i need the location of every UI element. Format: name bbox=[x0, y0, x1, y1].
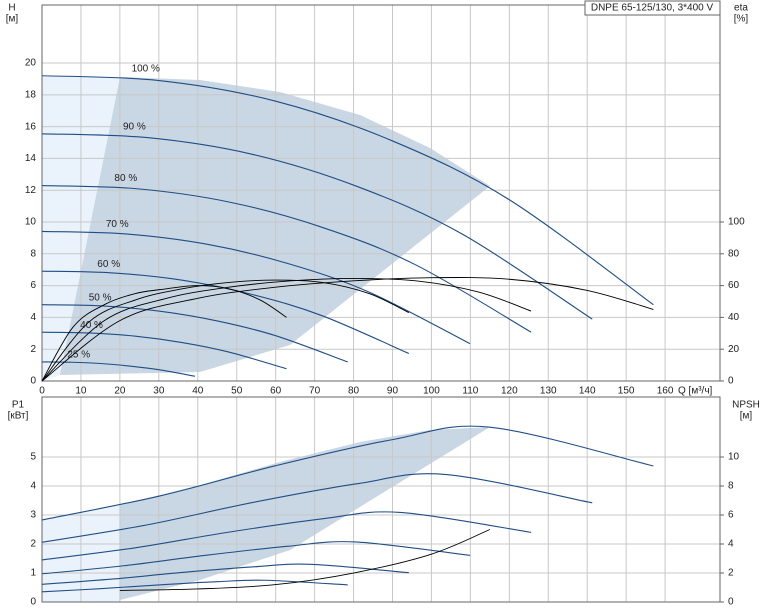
curve bbox=[41, 75, 654, 306]
x-tick-label: 10 bbox=[75, 386, 87, 397]
curve-label: 100 % bbox=[132, 63, 160, 74]
x-tick-label: 40 bbox=[192, 386, 204, 397]
y2-tick-label: 40 bbox=[728, 312, 740, 323]
curve bbox=[41, 511, 532, 561]
x-label: Q [м³/ч] bbox=[678, 386, 713, 397]
x-tick-label: 130 bbox=[540, 386, 557, 397]
curve bbox=[41, 473, 593, 543]
curve-label: 50 % bbox=[89, 292, 112, 303]
y2-unit: [%] bbox=[734, 14, 749, 25]
curve bbox=[41, 331, 287, 370]
y2-tick-label: 10 bbox=[728, 452, 740, 463]
x-tick-label: 140 bbox=[579, 386, 596, 397]
plot-frame bbox=[41, 4, 721, 382]
y-tick-label: 18 bbox=[25, 89, 37, 100]
y-unit: [кВт] bbox=[8, 411, 29, 422]
y2-tick-label: 8 bbox=[728, 481, 734, 492]
curve bbox=[41, 304, 348, 363]
y-tick-label: 3 bbox=[30, 510, 36, 521]
curve-label: 25 % bbox=[67, 350, 90, 361]
x-tick-label: 80 bbox=[348, 386, 360, 397]
curve bbox=[41, 425, 654, 521]
title-box bbox=[584, 0, 721, 16]
x-tick-label: 110 bbox=[462, 386, 478, 397]
y2-tick-label: 0 bbox=[728, 376, 734, 387]
y-label: H bbox=[8, 3, 15, 14]
curve-label: 60 % bbox=[97, 259, 120, 270]
plot-frame bbox=[41, 396, 721, 603]
y-tick-label: 2 bbox=[30, 344, 36, 355]
curve bbox=[41, 278, 532, 382]
y2-unit: [м] bbox=[740, 411, 753, 422]
x-tick-label: 150 bbox=[618, 386, 635, 397]
curve bbox=[119, 529, 491, 591]
x-tick-label: 0 bbox=[39, 386, 45, 397]
range-area bbox=[60, 77, 490, 375]
x-tick-label: 20 bbox=[114, 386, 126, 397]
range-area bbox=[120, 427, 490, 600]
curve-label: 80 % bbox=[114, 173, 137, 184]
x-tick-label: 160 bbox=[657, 386, 674, 397]
curve bbox=[41, 279, 410, 382]
y-tick-label: 1 bbox=[30, 568, 36, 579]
x-tick-label: 30 bbox=[153, 386, 165, 397]
y-tick-label: 0 bbox=[30, 376, 36, 387]
curve bbox=[41, 185, 532, 333]
curve-label: 70 % bbox=[106, 219, 129, 230]
curve bbox=[41, 563, 409, 585]
y-tick-label: 4 bbox=[30, 481, 36, 492]
y2-tick-label: 0 bbox=[728, 597, 734, 608]
x-tick-label: 100 bbox=[423, 386, 440, 397]
x-tick-label: 70 bbox=[309, 386, 321, 397]
y2-tick-label: 2 bbox=[728, 568, 734, 579]
y2-tick-label: 60 bbox=[728, 280, 740, 291]
curve bbox=[41, 133, 593, 320]
y2-tick-label: 20 bbox=[728, 344, 740, 355]
y-tick-label: 2 bbox=[30, 539, 36, 550]
y-tick-label: 6 bbox=[30, 280, 36, 291]
y-tick-label: 5 bbox=[30, 452, 36, 463]
x-tick-label: 120 bbox=[501, 386, 518, 397]
y2-label: NPSH bbox=[732, 400, 760, 411]
y-tick-label: 20 bbox=[25, 58, 37, 69]
y2-tick-label: 80 bbox=[728, 248, 740, 259]
curve bbox=[41, 541, 471, 575]
curve bbox=[41, 230, 471, 345]
y-tick-label: 16 bbox=[25, 121, 37, 132]
curve bbox=[41, 277, 654, 382]
y-tick-label: 0 bbox=[30, 597, 36, 608]
y-label: P1 bbox=[12, 400, 25, 411]
y-tick-label: 4 bbox=[30, 312, 36, 323]
curve-label: 90 % bbox=[123, 121, 146, 132]
x-tick-label: 90 bbox=[387, 386, 399, 397]
y2-label: eta bbox=[734, 3, 748, 14]
curve-label: 40 % bbox=[80, 320, 103, 331]
curve bbox=[41, 579, 348, 593]
y2-tick-label: 6 bbox=[728, 510, 734, 521]
y-tick-label: 10 bbox=[25, 217, 37, 228]
y-tick-label: 12 bbox=[25, 185, 37, 196]
x-tick-label: 50 bbox=[231, 386, 243, 397]
y-unit: [м] bbox=[6, 14, 19, 25]
curve bbox=[41, 361, 196, 377]
y-tick-label: 14 bbox=[25, 153, 37, 164]
y2-tick-label: 100 bbox=[728, 217, 745, 228]
x-tick-label: 60 bbox=[270, 386, 282, 397]
y-tick-label: 8 bbox=[30, 248, 36, 259]
y2-tick-label: 4 bbox=[728, 539, 734, 550]
curve bbox=[41, 285, 287, 382]
chart-title: DNPE 65-125/130, 3*400 V bbox=[591, 3, 714, 14]
